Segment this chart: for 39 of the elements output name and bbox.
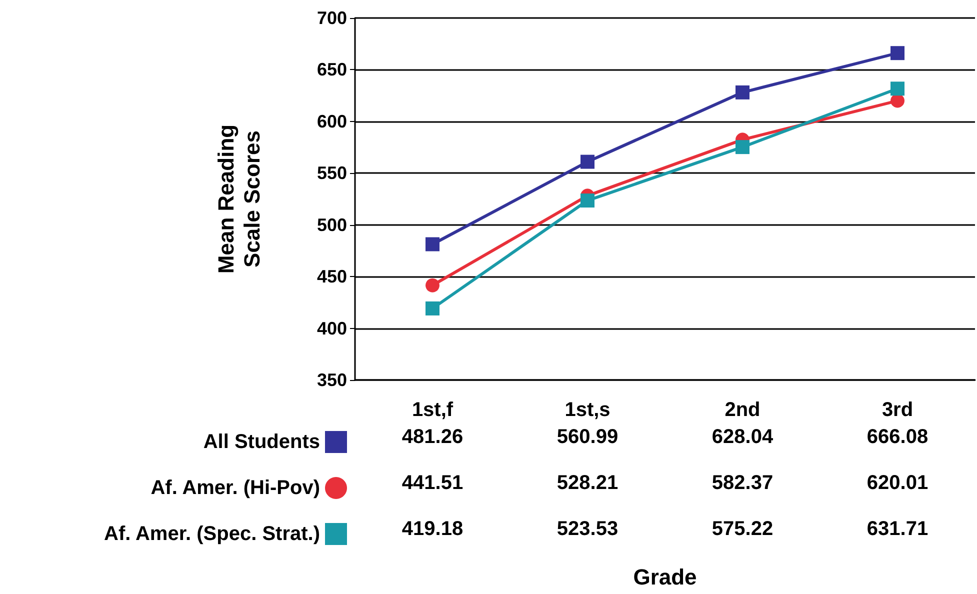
y-tick-label: 450: [316, 266, 347, 287]
data-label: 481.26: [402, 426, 464, 448]
point: [426, 278, 440, 292]
y-tick-label: 550: [316, 163, 347, 184]
point: [736, 85, 750, 100]
legend-label: All Students: [203, 431, 320, 453]
data-label: 528.21: [556, 472, 618, 494]
y-tick-label: 500: [316, 214, 347, 235]
point: [890, 82, 904, 96]
data-label: 620.01: [866, 472, 928, 494]
y-tick-label: 600: [316, 111, 347, 132]
y-tick-label: 350: [316, 370, 347, 390]
data-label: 582.37: [712, 472, 774, 494]
point: [736, 140, 750, 154]
data-label: 666.08: [866, 426, 928, 448]
y-tick-label: 650: [316, 60, 347, 80]
data-label: 631.71: [866, 518, 928, 540]
data-label: 575.22: [712, 518, 774, 540]
point: [426, 301, 440, 316]
point: [426, 237, 440, 252]
text: Grade: [633, 564, 697, 590]
x-tick-label: 3rd: [882, 399, 914, 421]
legend-label: Af. Amer. (Spec. Strat.): [104, 523, 320, 545]
point: [580, 194, 594, 208]
x-tick-label: 2nd: [724, 399, 760, 421]
data-label: 560.99: [556, 426, 618, 448]
x-tick-label: 1st,f: [412, 399, 454, 421]
data-label: 628.04: [712, 426, 774, 448]
data-label: 441.51: [402, 472, 464, 494]
legend-label: Af. Amer. (Hi-Pov): [150, 477, 320, 499]
x-tick-label: 1st,s: [564, 399, 610, 421]
data-label: 419.18: [402, 518, 464, 540]
y-tick-label: 400: [316, 318, 347, 338]
point: [580, 154, 594, 169]
y-axis-title: Mean Reading Scale Scores: [214, 124, 264, 274]
y-tick-label: 700: [316, 8, 347, 28]
point: [890, 94, 904, 108]
point: [890, 46, 904, 60]
data-label: 523.53: [556, 518, 618, 540]
